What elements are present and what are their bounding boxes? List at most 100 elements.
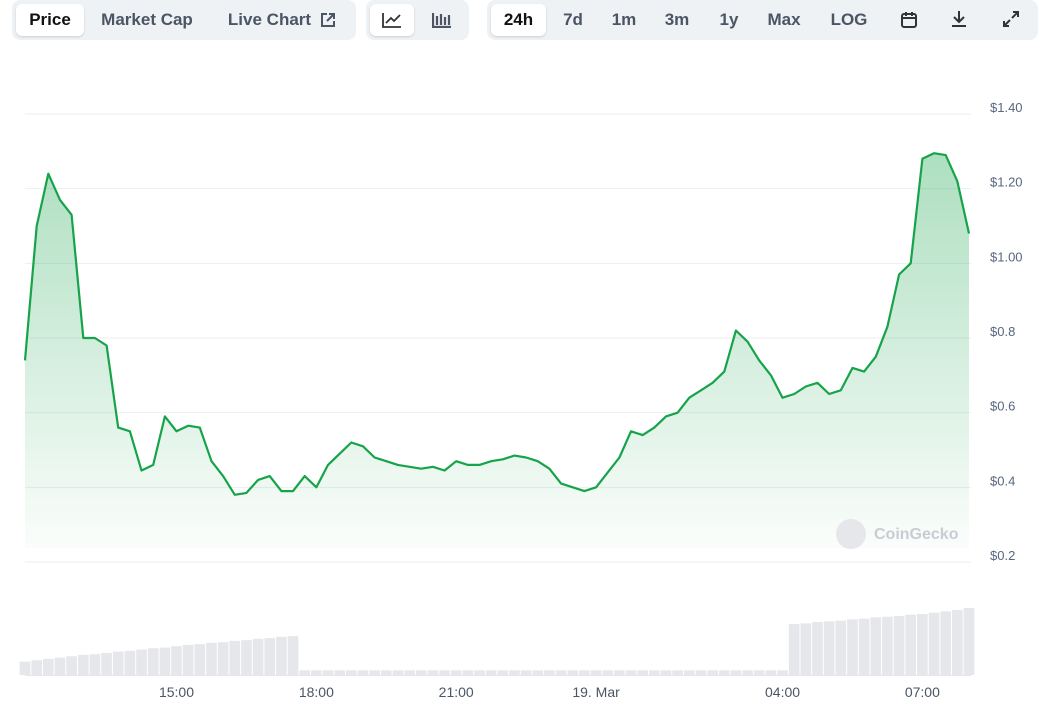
- volume-bar: [345, 670, 357, 675]
- volume-bar: [614, 670, 625, 675]
- volume-bar: [462, 670, 474, 675]
- external-link-icon: [321, 13, 335, 27]
- volume-bar: [532, 670, 544, 675]
- line-icon: [382, 13, 401, 28]
- line-chart-button[interactable]: [370, 4, 414, 36]
- fullscreen-icon[interactable]: [1002, 10, 1020, 28]
- range-button[interactable]: 3m: [664, 10, 690, 29]
- volume-bar: [672, 670, 683, 675]
- chart-type-group: [366, 0, 469, 40]
- calendar-icon[interactable]: [900, 11, 918, 29]
- x-tick-label: 18:00: [299, 684, 334, 700]
- candle-chart-button[interactable]: [420, 4, 464, 36]
- volume-bar: [404, 670, 415, 675]
- y-tick-label: $0.4: [990, 473, 1015, 488]
- volume-bar: [474, 670, 485, 675]
- volume-bar: [788, 624, 800, 675]
- volume-bar: [765, 670, 777, 675]
- y-tick-label: $0.8: [990, 324, 1015, 339]
- volume-bar: [718, 670, 730, 675]
- tab[interactable]: Price: [16, 4, 84, 36]
- volume-bar: [858, 618, 870, 675]
- volume-bar: [357, 670, 369, 675]
- volume-bar: [276, 636, 287, 675]
- volume-bar: [54, 657, 66, 675]
- volume-bar: [19, 661, 31, 675]
- volume-bar: [66, 656, 77, 675]
- range-button[interactable]: 1m: [611, 10, 637, 29]
- tab[interactable]: Market Cap: [101, 10, 193, 29]
- volume-bar: [171, 646, 182, 675]
- volume-bar: [590, 670, 602, 675]
- volume-bar: [882, 616, 893, 675]
- y-tick-label: $1.00: [990, 249, 1023, 264]
- range-button[interactable]: 24h: [491, 4, 546, 36]
- volume-bar: [567, 670, 579, 675]
- x-tick-label: 19. Mar: [572, 684, 620, 700]
- volume-bar: [264, 638, 276, 675]
- volume-bar: [602, 670, 614, 675]
- volume-bar: [695, 670, 707, 675]
- download-icon[interactable]: [950, 10, 968, 28]
- volume-bar: [124, 650, 136, 675]
- volume-bar: [241, 640, 252, 675]
- volume-bar: [893, 616, 905, 675]
- volume-bar: [742, 670, 753, 675]
- volume-bar: [928, 612, 940, 675]
- volume-bar: [625, 670, 637, 675]
- candle-icon: [431, 13, 451, 29]
- price-line: [23, 152, 971, 496]
- range-button[interactable]: 7d: [563, 10, 583, 29]
- volume-bar: [917, 614, 928, 675]
- x-tick-label: 07:00: [905, 684, 940, 700]
- volume-bar: [136, 649, 147, 675]
- volume-bar: [252, 638, 264, 675]
- volume-bar: [579, 670, 590, 675]
- volume-bar: [555, 670, 567, 675]
- tab-group: Price Market Cap Live Chart: [12, 0, 356, 40]
- volume-bar: [485, 670, 497, 675]
- tab[interactable]: Live Chart: [227, 10, 312, 29]
- volume-bar: [683, 670, 695, 675]
- volume-bar: [147, 648, 159, 675]
- y-tick-label: $0.2: [990, 548, 1015, 563]
- volume-bar: [963, 608, 975, 675]
- volume-bar: [334, 670, 345, 675]
- price-area: [25, 153, 969, 548]
- log-button[interactable]: LOG: [830, 10, 868, 29]
- volume-bar: [415, 670, 427, 675]
- volume-bar: [940, 611, 952, 675]
- volume-bar: [159, 647, 171, 675]
- range-button[interactable]: Max: [767, 10, 801, 29]
- volume-bar: [194, 644, 206, 675]
- x-tick-label: 15:00: [159, 684, 194, 700]
- volume-bar: [206, 642, 217, 675]
- volume-bar: [637, 670, 649, 675]
- volume-bar: [870, 617, 882, 675]
- volume-bar: [229, 640, 241, 675]
- volume-bar: [311, 670, 322, 675]
- y-tick-label: $0.6: [990, 399, 1015, 414]
- range-button[interactable]: 1y: [719, 10, 739, 29]
- range-group: 24h 7d 1m 3m 1y Max LOG: [487, 0, 1038, 40]
- volume-bar: [730, 670, 742, 675]
- volume-bar: [753, 670, 765, 675]
- volume-bar: [392, 670, 404, 675]
- volume-bar: [322, 670, 334, 675]
- watermark: CoinGecko: [836, 519, 959, 549]
- y-tick-label: $1.20: [990, 175, 1023, 190]
- volume-bar: [31, 660, 42, 675]
- volume-bar: [544, 670, 555, 675]
- watermark-text: CoinGecko: [874, 526, 959, 543]
- volume-bar: [823, 621, 835, 675]
- volume-bar: [905, 614, 917, 675]
- volume-bar: [509, 670, 520, 675]
- volume-bar: [217, 642, 229, 675]
- volume-bar: [649, 670, 660, 675]
- volume-bar: [707, 670, 718, 675]
- volume-bar: [42, 658, 54, 675]
- volume-bar: [952, 610, 963, 675]
- volume-bar: [89, 654, 101, 675]
